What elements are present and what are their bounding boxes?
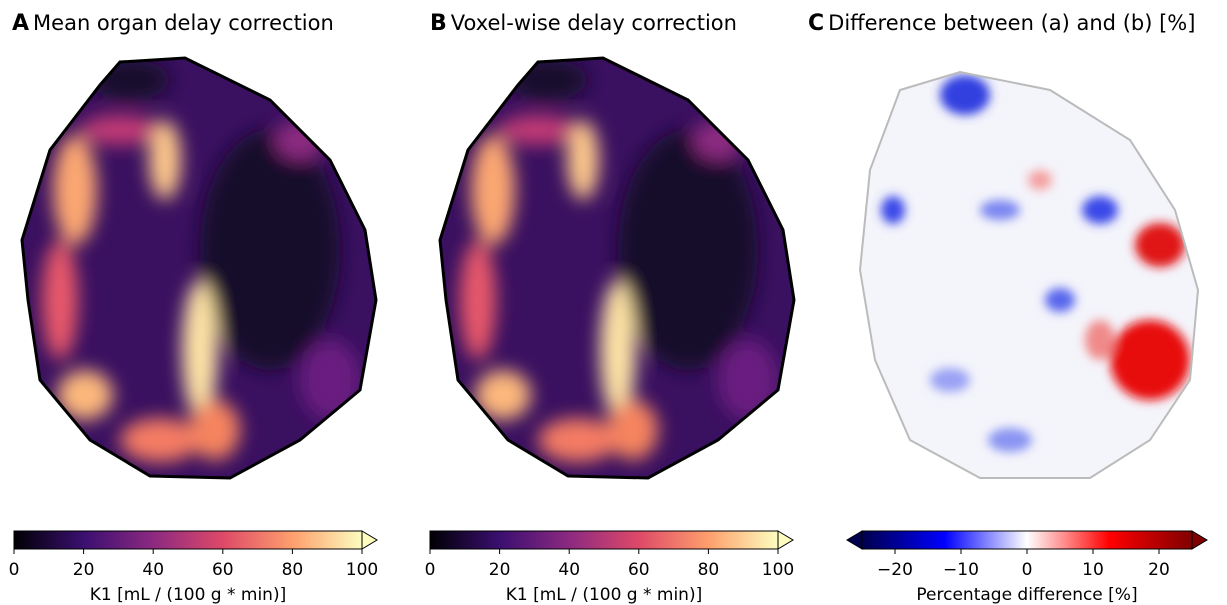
colorbar-tick-label: −10: [943, 560, 979, 580]
panel-title: C Difference between (a) and (b) [%]: [808, 11, 1195, 36]
colorbar-tick-label: 10: [1082, 560, 1104, 580]
colorbar-tick-label: 0: [9, 560, 20, 580]
colorbar-tick-label: 60: [212, 560, 234, 580]
panel-title-text: Difference between (a) and (b) [%]: [828, 11, 1195, 35]
colorbar-tick-label: 100: [762, 560, 794, 580]
panel-letter: C: [808, 11, 824, 36]
k1-image-b: [440, 58, 794, 478]
colorbar-tick-label: 40: [558, 560, 580, 580]
difference-image: [858, 70, 1200, 479]
colorbar-extend: [777, 530, 794, 550]
colorbar-tick-label: 0: [425, 560, 436, 580]
panel-letter: B: [430, 11, 447, 36]
colorbar: [861, 530, 1193, 550]
colorbar: [429, 530, 779, 550]
colorbar-tick-label: 80: [282, 560, 304, 580]
colorbar-extend: [846, 530, 863, 550]
k1-image-a: [22, 58, 376, 478]
panel-letter: A: [12, 11, 29, 36]
colorbar-tick-label: 0: [1022, 560, 1033, 580]
panel-title-text: Voxel-wise delay correction: [451, 11, 737, 35]
colorbar-tick-label: 80: [698, 560, 720, 580]
panel-title: B Voxel-wise delay correction: [430, 11, 737, 36]
colorbar-label: K1 [mL / (100 g * min)]: [506, 585, 702, 605]
colorbar-extend: [1191, 530, 1208, 550]
panel-title: A Mean organ delay correction: [12, 11, 334, 36]
colorbar-tick-label: −20: [877, 560, 913, 580]
colorbar-label: Percentage difference [%]: [916, 585, 1137, 605]
colorbar-tick-label: 20: [489, 560, 511, 580]
colorbar-extend: [361, 530, 378, 550]
colorbar-tick-label: 100: [346, 560, 378, 580]
colorbar-tick-label: 60: [628, 560, 650, 580]
colorbar: [13, 530, 363, 550]
colorbar-tick-label: 20: [1148, 560, 1170, 580]
panel-title-text: Mean organ delay correction: [33, 11, 334, 35]
colorbar-tick-label: 40: [142, 560, 164, 580]
colorbar-label: K1 [mL / (100 g * min)]: [90, 585, 286, 605]
colorbar-tick-label: 20: [73, 560, 95, 580]
